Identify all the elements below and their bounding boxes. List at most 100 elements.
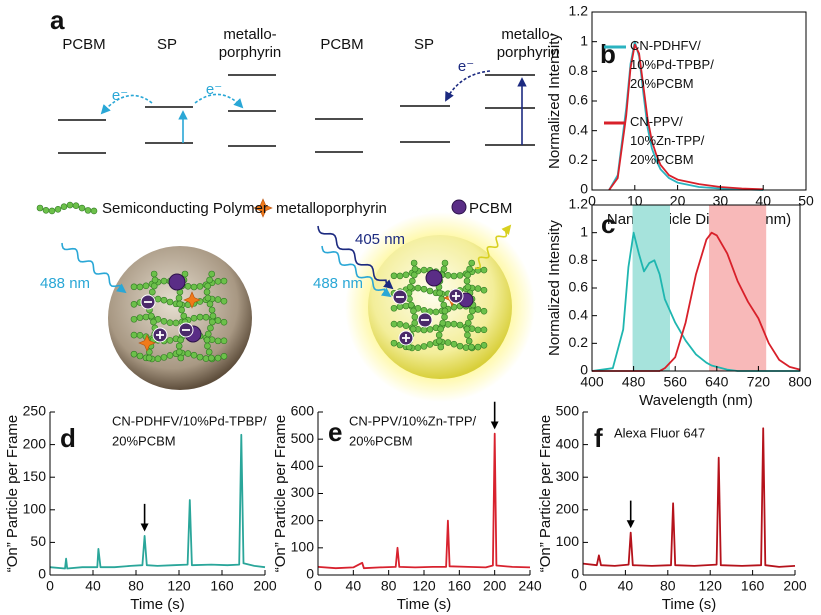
polymer-bead xyxy=(151,276,159,284)
y-axis-title: “On” Particle per Frame xyxy=(4,415,21,573)
legend-line: CN-PDHFV/ xyxy=(630,38,701,53)
polymer-bead xyxy=(208,306,216,314)
polymer-bead xyxy=(464,331,471,339)
polymer-bead xyxy=(390,339,398,347)
x-tick-label: 40 xyxy=(85,578,101,594)
level-label: porphyrin xyxy=(497,44,560,61)
x-axis-title: Time (s) xyxy=(397,596,451,613)
polymer-bead xyxy=(414,284,422,292)
polymer-bead xyxy=(437,343,445,351)
polymer-bead xyxy=(432,308,440,316)
polymer-bead xyxy=(440,301,448,309)
series-line xyxy=(592,231,801,372)
polymer-bead xyxy=(402,271,410,279)
x-tick-label: 120 xyxy=(412,578,436,594)
panel-label: e xyxy=(328,417,342,447)
polymer-bead xyxy=(456,321,464,329)
y-tick-label: 0 xyxy=(306,566,314,582)
panel-label: c xyxy=(601,209,615,239)
plot-frame xyxy=(591,204,801,372)
polymer-bead xyxy=(90,207,98,215)
panel-label: d xyxy=(60,423,76,453)
polymer-bead xyxy=(411,313,419,321)
legend-line: 20%PCBM xyxy=(630,76,694,91)
polymer-bead xyxy=(464,271,471,279)
x-tick-label: 0 xyxy=(46,578,54,594)
series-line xyxy=(317,432,531,570)
polymer-bead xyxy=(36,204,44,212)
x-tick-label: 160 xyxy=(741,578,765,594)
polymer-bead xyxy=(175,342,183,350)
panel-label: a xyxy=(50,5,65,35)
annotation: CN-PPV/10%Zn-TPP/ xyxy=(349,413,477,428)
x-tick-label: 40 xyxy=(618,578,634,594)
polymer-bead xyxy=(204,330,212,338)
x-tick-label: 80 xyxy=(381,578,397,594)
polymer-bead xyxy=(441,307,449,315)
polymer-bead xyxy=(166,352,174,359)
polymer-bead xyxy=(480,286,488,294)
legend-line: 10%Pd-TPBP/ xyxy=(630,57,714,72)
y-tick-label: 100 xyxy=(556,533,580,549)
polymer-bead xyxy=(441,259,449,267)
polymer-bead xyxy=(142,313,150,321)
polymer-bead xyxy=(206,276,213,284)
y-tick-label: 500 xyxy=(556,403,580,419)
y-tick-label: 100 xyxy=(23,501,47,517)
y-tick-label: 0.8 xyxy=(569,62,589,78)
y-axis-title: Normalized Intensity xyxy=(546,220,563,356)
y-tick-label: 100 xyxy=(291,539,315,555)
polymer-bead xyxy=(136,314,144,321)
y-tick-label: 0 xyxy=(571,566,579,582)
polymer-bead xyxy=(150,270,158,278)
polymer-bead xyxy=(444,272,452,279)
polymer-bead xyxy=(390,320,398,328)
polymer-bead xyxy=(54,205,62,213)
panel-label: f xyxy=(594,423,603,453)
polymer-bead xyxy=(78,204,86,212)
polymer-bead xyxy=(474,285,482,292)
polymer-bead xyxy=(177,354,185,362)
pcbm xyxy=(168,273,186,291)
legend-line: 20%PCBM xyxy=(630,152,694,167)
polymer-bead xyxy=(426,341,434,348)
polymer-bead xyxy=(84,207,92,214)
y-tick-label: 0 xyxy=(38,566,46,582)
polymer-bead xyxy=(402,302,410,310)
y-axis-title: “On” Particle per Frame xyxy=(537,415,554,573)
polymer-bead xyxy=(160,296,168,304)
polymer-bead xyxy=(456,342,464,350)
x-axis-title: Wavelength (nm) xyxy=(639,392,753,409)
polymer-bead xyxy=(154,355,162,363)
polymer-bead xyxy=(480,307,488,315)
polymer-bead xyxy=(220,297,228,305)
polymer-bead xyxy=(474,343,482,351)
polymer-bead xyxy=(145,354,153,362)
polymer-bead xyxy=(474,306,482,313)
x-tick-label: 480 xyxy=(622,374,646,390)
nanoparticle xyxy=(368,235,512,379)
polymer-bead xyxy=(407,301,415,309)
polymer-bead xyxy=(220,352,228,360)
y-tick-label: 150 xyxy=(23,468,47,484)
polymer-bead xyxy=(204,342,211,350)
y-tick-label: 200 xyxy=(23,435,47,451)
polymer-bead xyxy=(220,318,228,326)
polymer-bead xyxy=(410,307,417,315)
polymer-bead xyxy=(190,314,198,322)
polymer-bead xyxy=(435,337,443,345)
polymer-bead xyxy=(66,201,74,209)
polymer-bead xyxy=(60,203,68,210)
polymer-bead xyxy=(204,294,212,302)
polymer-bead xyxy=(441,313,448,321)
polymer-bead xyxy=(130,283,138,291)
polymer-bead xyxy=(464,283,472,291)
polymer-bead xyxy=(136,283,144,291)
polymer-bead xyxy=(203,288,211,296)
polymer-bead xyxy=(177,336,184,344)
y-tick-label: 1 xyxy=(580,32,588,48)
polymer-bead xyxy=(426,287,434,295)
y-tick-label: 0.2 xyxy=(569,334,589,350)
series-line xyxy=(608,43,764,191)
y-tick-label: 400 xyxy=(291,457,315,473)
